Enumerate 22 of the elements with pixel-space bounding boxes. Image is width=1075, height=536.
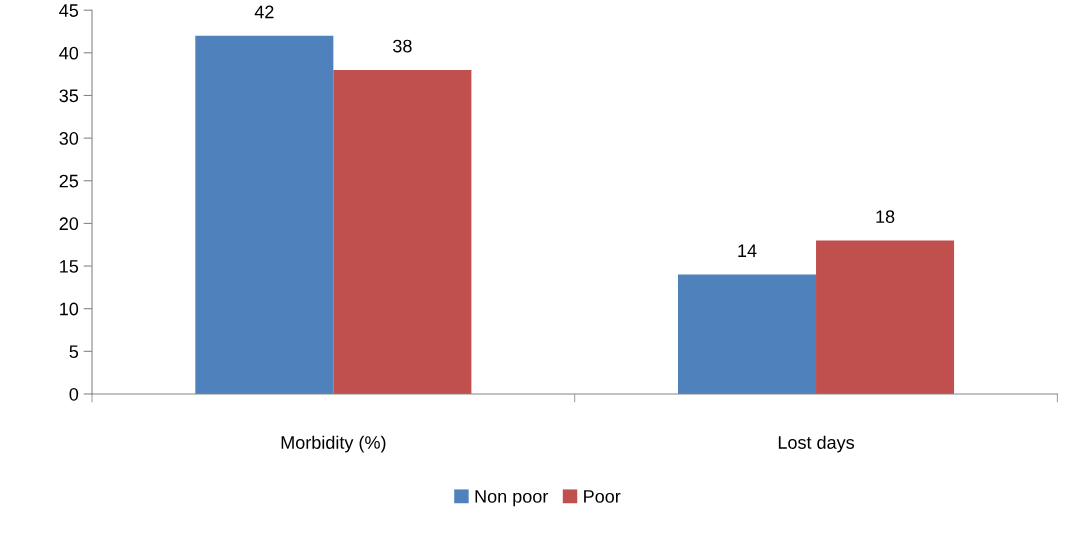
data-label: 14 (738, 244, 757, 257)
y-tick-label: 5 (69, 345, 79, 359)
data-label: 18 (876, 210, 895, 223)
y-tick-label: 35 (59, 89, 79, 103)
y-tick-label: 30 (59, 132, 79, 145)
y-tick-label: 10 (60, 302, 79, 316)
bar (195, 35, 334, 394)
data-label: 38 (393, 39, 412, 53)
x-tick-label: Lost days (778, 435, 855, 453)
y-tick-label: 40 (59, 46, 79, 60)
bar (816, 240, 955, 394)
y-tick-label: 0 (69, 387, 79, 401)
y-tick-label: 25 (59, 174, 79, 188)
data-label: 42 (254, 5, 274, 19)
y-tick-label: 45 (59, 4, 79, 17)
x-tick-label: Morbidity (%) (281, 435, 386, 453)
legend-label: Non poor (475, 490, 549, 507)
y-tick-label: 20 (59, 217, 79, 231)
legend-label: Poor (584, 490, 621, 503)
bar (677, 274, 817, 394)
bar (333, 69, 472, 394)
y-tick-label: 15 (60, 260, 79, 273)
